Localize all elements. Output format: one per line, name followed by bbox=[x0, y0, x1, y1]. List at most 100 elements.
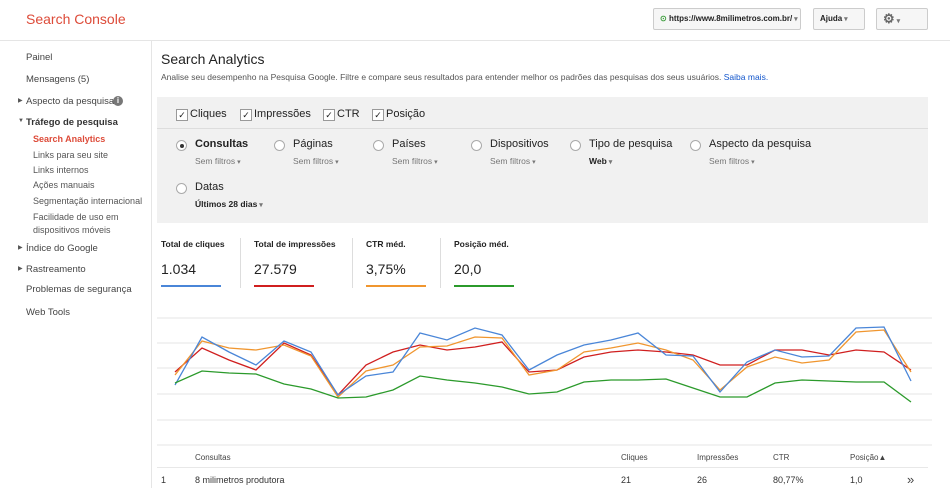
checkbox[interactable]: ✓ bbox=[176, 109, 188, 121]
nav-item[interactable]: Tráfego de pesquisa bbox=[26, 117, 118, 128]
radio[interactable] bbox=[690, 140, 701, 151]
filter-text: Web bbox=[589, 156, 607, 166]
checkbox[interactable]: ✓ bbox=[372, 109, 384, 121]
metric-label[interactable]: Total de impressões bbox=[254, 239, 336, 249]
column-header[interactable]: Consultas bbox=[195, 453, 231, 462]
help-button[interactable]: Ajuda bbox=[813, 8, 865, 30]
nav-item[interactable]: Problemas de segurança bbox=[26, 284, 132, 295]
line-clicks bbox=[174, 326, 912, 396]
site-url: https://www.8milimetros.com.br/ bbox=[668, 14, 793, 23]
metric-value: 1.034 bbox=[161, 261, 197, 277]
filter-panel bbox=[157, 97, 928, 223]
dimension-filter[interactable]: Sem filtros ▾ bbox=[293, 156, 339, 166]
nav-item[interactable]: Mensagens (5) bbox=[26, 74, 90, 85]
header-border bbox=[0, 40, 950, 41]
dimension-label[interactable]: Tipo de pesquisa bbox=[589, 138, 673, 150]
info-icon[interactable]: i bbox=[113, 96, 123, 106]
help-label: Ajuda bbox=[820, 14, 843, 23]
metric-label[interactable]: CTR méd. bbox=[366, 239, 406, 249]
learn-more-link[interactable]: Saiba mais. bbox=[723, 72, 769, 82]
nav-sub-item[interactable]: Ações manuais bbox=[33, 180, 95, 190]
dimension-label[interactable]: Datas bbox=[195, 181, 224, 193]
dimension-filter[interactable]: Sem filtros ▾ bbox=[195, 156, 241, 166]
nav-item[interactable]: Índice do Google bbox=[26, 243, 98, 254]
line-impressions bbox=[174, 341, 912, 397]
checkbox-label[interactable]: Posição bbox=[386, 108, 426, 120]
dimension-filter[interactable]: Web ▾ bbox=[589, 156, 613, 166]
nav-sub-item[interactable]: Links para seu site bbox=[33, 150, 109, 160]
metric-value: 20,0 bbox=[454, 261, 482, 277]
filter-divider bbox=[157, 128, 928, 129]
expand-arrow: ▶ bbox=[18, 245, 23, 251]
radio[interactable] bbox=[274, 140, 285, 151]
filter-text: Sem filtros bbox=[392, 156, 433, 166]
chart-grid bbox=[157, 317, 932, 446]
nav-item[interactable]: Web Tools bbox=[26, 307, 71, 318]
table-header-border bbox=[157, 467, 928, 468]
dimension-label[interactable]: Aspecto da pesquisa bbox=[709, 138, 812, 150]
site-select[interactable]: ⊙ https://www.8milimetros.com.br/ bbox=[653, 8, 801, 30]
metric-underline bbox=[254, 285, 314, 287]
radio[interactable] bbox=[176, 140, 187, 151]
dimension-filter[interactable]: Sem filtros ▾ bbox=[709, 156, 755, 166]
metric-separator bbox=[240, 238, 241, 288]
dimension-label[interactable]: Dispositivos bbox=[490, 138, 549, 150]
nav-item[interactable]: Aspecto da pesquisa bbox=[26, 96, 115, 107]
radio[interactable] bbox=[373, 140, 384, 151]
table-cell: 21 bbox=[621, 475, 632, 485]
table-cell: 1 bbox=[161, 475, 167, 485]
checkbox-label[interactable]: Impressões bbox=[254, 108, 311, 120]
nav-item[interactable]: Rastreamento bbox=[26, 264, 86, 275]
filter-text: Sem filtros bbox=[195, 156, 236, 166]
table-cell[interactable]: 8 milimetros produtora bbox=[195, 475, 285, 485]
settings-button[interactable]: ⚙ bbox=[876, 8, 928, 30]
checkbox[interactable]: ✓ bbox=[240, 109, 252, 121]
filter-text: Sem filtros bbox=[490, 156, 531, 166]
collapse-arrow: ▼ bbox=[18, 118, 24, 124]
metric-separator bbox=[440, 238, 441, 288]
sidebar-border bbox=[151, 41, 152, 488]
metric-label[interactable]: Posição méd. bbox=[454, 239, 509, 249]
metric-separator bbox=[352, 238, 353, 288]
checkbox[interactable]: ✓ bbox=[323, 109, 335, 121]
dimension-filter[interactable]: Sem filtros ▾ bbox=[392, 156, 438, 166]
app-title[interactable]: Search Console bbox=[26, 11, 126, 27]
table-cell: 1,0 bbox=[850, 475, 863, 485]
dimension-label[interactable]: Consultas bbox=[195, 138, 249, 150]
line-ctr bbox=[174, 329, 912, 398]
more-button[interactable]: » bbox=[907, 472, 915, 487]
dimension-label[interactable]: Páginas bbox=[293, 138, 333, 150]
radio[interactable] bbox=[471, 140, 482, 151]
column-header[interactable]: CTR bbox=[773, 453, 790, 462]
nav-sub-item-active[interactable]: Search Analytics bbox=[33, 134, 106, 144]
metric-underline bbox=[366, 285, 426, 287]
metric-value: 27.579 bbox=[254, 261, 297, 277]
metric-value: 3,75% bbox=[366, 261, 406, 277]
column-header[interactable]: Cliques bbox=[621, 453, 648, 462]
metric-label[interactable]: Total de cliques bbox=[161, 239, 225, 249]
dimension-label[interactable]: Países bbox=[392, 138, 426, 150]
line-position bbox=[174, 370, 912, 403]
column-header[interactable]: Impressões bbox=[697, 453, 739, 462]
column-header[interactable]: Posição▲ bbox=[850, 453, 887, 462]
description: Analise seu desempenho na Pesquisa Googl… bbox=[161, 72, 768, 82]
nav-sub-item[interactable]: Segmentação internacional bbox=[33, 196, 143, 206]
expand-arrow: ▶ bbox=[18, 98, 23, 104]
page-title: Search Analytics bbox=[161, 51, 265, 67]
dimension-filter[interactable]: Últimos 28 dias ▾ bbox=[195, 199, 263, 209]
expand-arrow: ▶ bbox=[18, 266, 23, 272]
checkbox-label[interactable]: Cliques bbox=[190, 108, 227, 120]
filter-text: Sem filtros bbox=[709, 156, 750, 166]
filter-text: Últimos 28 dias bbox=[195, 199, 258, 209]
table-cell: 80,77% bbox=[773, 475, 804, 485]
table-cell: 26 bbox=[697, 475, 708, 485]
nav-item[interactable]: Painel bbox=[26, 52, 53, 63]
nav-sub-item[interactable]: Links internos bbox=[33, 165, 89, 175]
radio[interactable] bbox=[570, 140, 581, 151]
checkbox-label[interactable]: CTR bbox=[337, 108, 360, 120]
dimension-filter[interactable]: Sem filtros ▾ bbox=[490, 156, 536, 166]
radio[interactable] bbox=[176, 183, 187, 194]
nav-sub-item[interactable]: Facilidade de uso em dispositivos móveis bbox=[33, 212, 119, 235]
filter-text: Sem filtros bbox=[293, 156, 334, 166]
